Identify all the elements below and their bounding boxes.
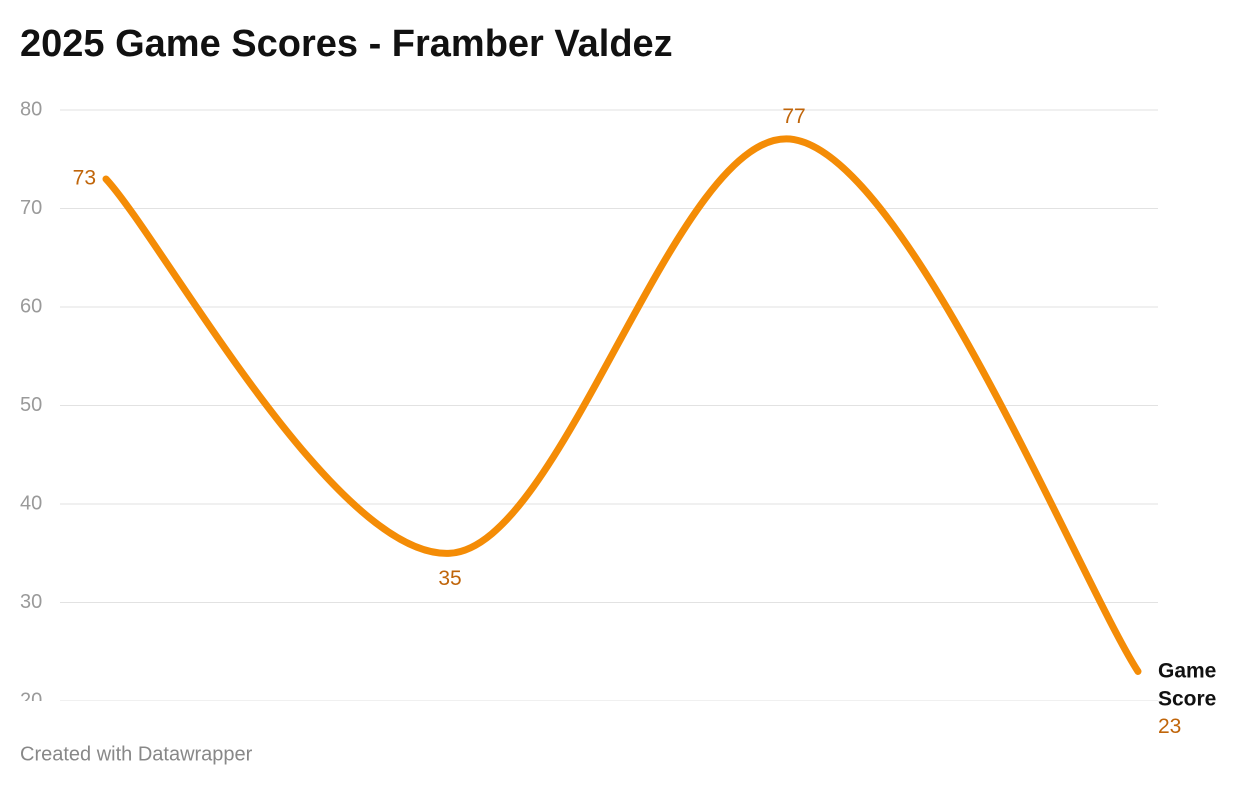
y-tick-label: 50 (20, 394, 42, 416)
series-label: Game Score (1158, 659, 1216, 710)
footer: Created with Datawrapper (20, 743, 253, 765)
y-tick-label: 30 (20, 591, 42, 613)
y-tick-label: 70 (20, 197, 42, 219)
data-label: 35 (438, 567, 461, 590)
y-tick-label: 20 (20, 689, 42, 711)
line (102, 135, 1142, 675)
grid: 20 30 40 50 60 70 80 (20, 98, 1158, 711)
y-tick-label: 40 (20, 492, 42, 514)
data-label: 73 (73, 166, 96, 189)
y-tick-label: 60 (20, 295, 42, 317)
chart-title: 2025 Game Scores - Framber Valdez (20, 23, 673, 65)
data-label: 23 (1158, 715, 1181, 738)
y-tick-label: 80 (20, 98, 42, 120)
data-label: 77 (782, 105, 805, 128)
